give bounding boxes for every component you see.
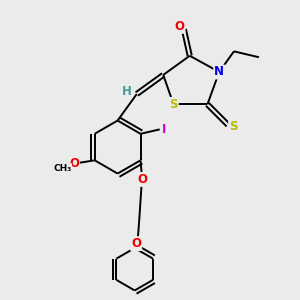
Text: I: I xyxy=(162,123,166,136)
Text: O: O xyxy=(131,237,141,250)
Text: S: S xyxy=(169,98,178,111)
Text: O: O xyxy=(69,157,79,170)
Text: N: N xyxy=(214,65,224,79)
Text: O: O xyxy=(174,20,184,33)
Text: CH₃: CH₃ xyxy=(53,164,71,173)
Text: S: S xyxy=(229,120,238,133)
Text: H: H xyxy=(122,85,131,98)
Text: O: O xyxy=(137,173,147,186)
